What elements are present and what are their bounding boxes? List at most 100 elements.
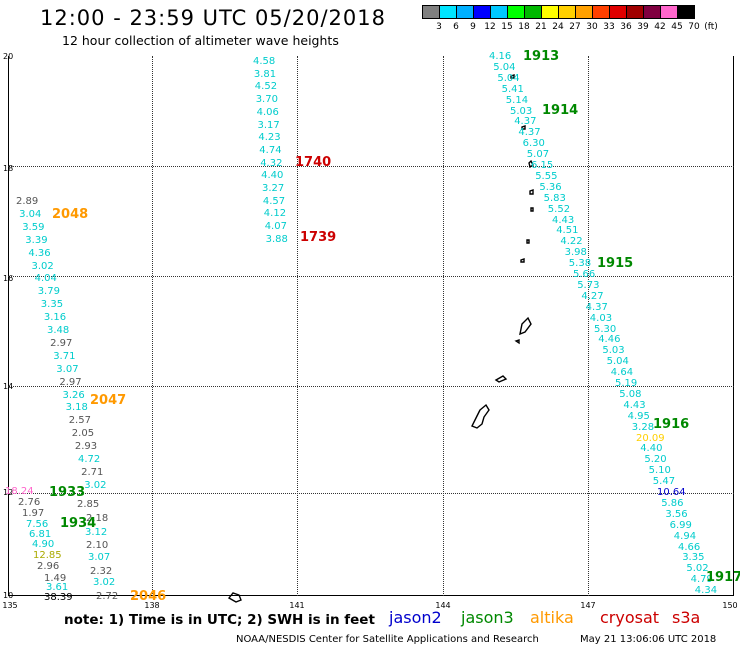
- scale-label: 21: [535, 22, 547, 32]
- wave-height-value: 4.27: [581, 290, 604, 302]
- wave-height-value: 4.06: [256, 106, 279, 118]
- wave-height-value: 4.32: [260, 157, 283, 169]
- lon-label-141: 141: [289, 601, 305, 610]
- wave-height-value: 2.72: [96, 591, 119, 602]
- wave-height-value: 5.41: [501, 83, 524, 95]
- gridline-lat-18: [8, 166, 734, 167]
- time-label-1913: 1913: [523, 49, 560, 64]
- wave-height-value: 5.19: [615, 378, 638, 389]
- color-scale-bar: [422, 5, 695, 19]
- scale-label: 70: [688, 22, 700, 32]
- scale-label: 36: [620, 22, 632, 32]
- lat-label-16: 16: [3, 274, 14, 283]
- wave-height-value: 2.97: [50, 337, 73, 349]
- island-small-9-outline: [227, 592, 242, 603]
- wave-height-value: 4.43: [623, 399, 646, 411]
- legend-cryosat: cryosat: [600, 608, 660, 627]
- wave-height-value: 5.02: [686, 563, 709, 575]
- scale-label: 9: [470, 22, 476, 32]
- scale-label: 42: [654, 22, 666, 32]
- scale-label: 27: [569, 22, 581, 32]
- lon-label-144: 144: [435, 601, 451, 610]
- wave-height-value: 3.98: [564, 247, 587, 259]
- scale-swatch: [677, 5, 695, 19]
- lon-label-135: 135: [2, 601, 18, 610]
- wave-height-value: 2.93: [74, 441, 98, 453]
- lon-label-147: 147: [580, 601, 596, 610]
- wave-height-value: 3.48: [47, 325, 70, 336]
- wave-height-value: 2.57: [68, 415, 91, 427]
- wave-height-value: 3.39: [25, 234, 48, 246]
- wave-height-value: 5.73: [577, 279, 600, 291]
- island-saipan-outline: [519, 316, 532, 336]
- wave-height-value: 5.55: [535, 170, 558, 182]
- lat-label-18: 18: [3, 164, 14, 173]
- wave-height-value: 3.02: [31, 260, 54, 272]
- scale-label: (ft): [704, 22, 718, 32]
- time-label-2047: 2047: [90, 393, 127, 408]
- wave-height-value: 4.34: [694, 585, 718, 597]
- wave-height-value: 3.16: [43, 312, 67, 324]
- wave-height-value: 4.36: [28, 247, 51, 259]
- wave-height-value: 3.35: [40, 299, 64, 311]
- lat-label-20: 20: [3, 52, 14, 61]
- wave-height-value: 4.22: [560, 236, 583, 248]
- legend-jason3: jason3: [461, 608, 514, 627]
- wave-height-value: 3.61: [46, 582, 69, 593]
- scale-label: 3: [436, 22, 442, 32]
- wave-height-value: 3.26: [62, 389, 85, 401]
- wave-height-value: 3.07: [88, 552, 111, 563]
- wave-height-value: 18.24: [5, 486, 34, 497]
- wave-height-value: 3.88: [265, 233, 288, 245]
- wave-height-value: 5.08: [619, 388, 642, 400]
- wave-height-value: 4.23: [258, 132, 281, 144]
- wave-height-value: 38.39: [44, 592, 73, 603]
- island-small-6-outline: [526, 239, 530, 244]
- wave-height-value: 4.46: [598, 334, 621, 346]
- wave-height-value: 4.12: [263, 208, 287, 220]
- scale-label: 45: [671, 22, 683, 32]
- wave-height-value: 5.04: [493, 61, 516, 73]
- wave-height-value: 2.97: [59, 376, 82, 388]
- footer-note: note: 1) Time is in UTC; 2) SWH is in fe…: [64, 612, 375, 628]
- scale-label: 24: [552, 22, 564, 32]
- wave-height-value: 5.86: [661, 497, 684, 509]
- time-label-1917: 1917: [706, 570, 740, 585]
- wave-height-value: 5.36: [539, 181, 562, 193]
- island-small-8-outline: [521, 125, 526, 130]
- wave-height-value: 3.02: [93, 577, 116, 588]
- wave-height-value: 5.66: [573, 269, 596, 280]
- wave-height-value: 6.30: [522, 138, 545, 150]
- time-label-2048: 2048: [52, 207, 89, 222]
- wave-height-value: 20.09: [636, 432, 665, 444]
- wave-height-value: 4.66: [678, 541, 701, 553]
- wave-height-value: 4.95: [627, 410, 650, 422]
- wave-height-value: 5.03: [602, 345, 625, 357]
- map-title: 12:00 - 23:59 UTC 05/20/2018: [40, 6, 386, 30]
- wave-height-value: 4.37: [585, 301, 608, 313]
- wave-height-value: 3.28: [631, 421, 655, 433]
- wave-height-value: 4.79: [690, 574, 713, 586]
- wave-height-value: 2.05: [71, 428, 95, 440]
- wave-height-value: 5.03: [510, 105, 533, 117]
- gridline-lat-12: [8, 493, 734, 494]
- island-rota-outline: [494, 375, 508, 383]
- wave-height-value: 5.14: [505, 94, 529, 106]
- wave-height-value: 5.30: [594, 323, 617, 335]
- gridline-lon-141: [297, 56, 298, 596]
- island-guam-outline: [471, 403, 490, 429]
- credit-text: NOAA/NESDIS Center for Satellite Applica…: [236, 634, 539, 645]
- scale-label: 18: [518, 22, 530, 32]
- lat-label-14: 14: [3, 382, 14, 391]
- lat-label-12: 12: [3, 488, 14, 497]
- wave-height-value: 4.90: [32, 539, 55, 550]
- time-label-1916: 1916: [653, 417, 690, 432]
- wave-height-value: 6.81: [29, 529, 52, 540]
- wave-height-value: 3.71: [53, 350, 76, 362]
- wave-height-value: 4.03: [589, 312, 613, 324]
- wave-height-value: 5.10: [648, 465, 671, 477]
- wave-height-value: 2.10: [86, 540, 109, 551]
- scale-label: 30: [586, 22, 598, 32]
- lon-label-150: 150: [722, 601, 738, 610]
